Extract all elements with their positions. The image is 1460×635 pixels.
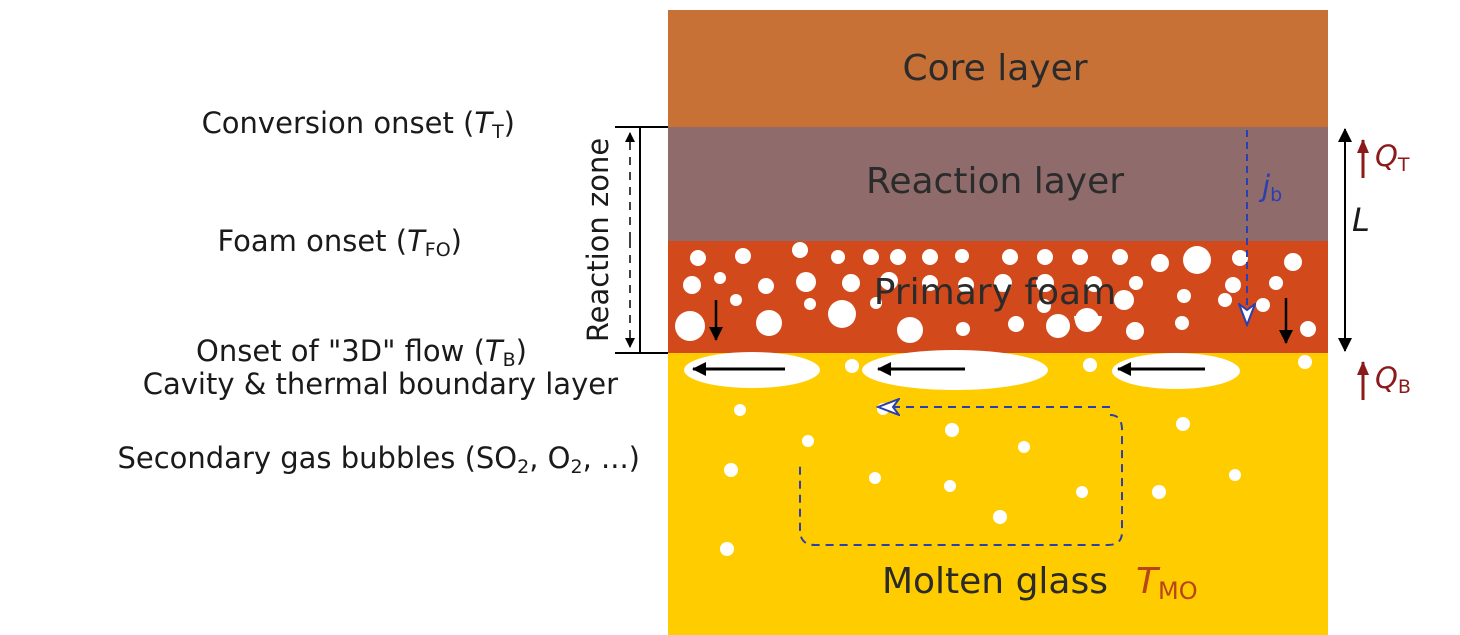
right-annotations: L QT QB [1345,129,1411,400]
bubble [842,274,860,292]
cavity [1112,353,1240,389]
bubble [828,300,856,328]
bubble [1218,293,1232,307]
bubble [734,404,746,416]
bubble [831,250,845,264]
foam-label: Primary foam [874,272,1116,313]
reaction-label: Reaction layer [866,161,1124,202]
bubble [1284,253,1302,271]
bubble [993,510,1007,524]
bubble [675,311,705,341]
reaction-zone-marker: Reaction zone [581,127,668,353]
bubble [1083,358,1097,372]
bubble [683,276,701,294]
bubble [1046,314,1070,338]
heat-top-label: QT [1375,139,1410,176]
bubble [1129,276,1143,290]
bubble [724,463,738,477]
bubble [1126,322,1144,340]
bubble [955,249,969,263]
bubble [945,423,959,437]
bubble [1151,254,1169,272]
bubble [1225,277,1241,293]
bubble [756,310,782,336]
bubble [1114,290,1134,310]
reaction-zone-label: Reaction zone [581,138,615,342]
bubble [730,294,742,306]
bubble [1037,249,1053,265]
left-label: Foam onset (TFO) [217,224,462,261]
bubble [1229,469,1241,481]
bubble [1298,355,1312,369]
bubble [1076,486,1088,498]
bubble [804,298,816,310]
bubble [1232,250,1248,266]
bubble [792,242,808,258]
bubble [735,248,751,264]
bubble [1177,289,1191,303]
bubble [1002,249,1018,265]
bubble [1300,321,1316,337]
bubble [802,435,814,447]
bubble [1183,246,1211,274]
left-label: Conversion onset (TT) [202,106,515,143]
diagram: jb Core layer Reaction layer Primary foa… [0,0,1460,635]
bubble [1269,276,1283,290]
bubble [1008,316,1024,332]
bubble [1112,249,1128,265]
bubble [714,272,726,284]
bubble [897,317,923,343]
heat-bottom-label: QB [1375,361,1411,398]
bubble [922,249,938,265]
thickness-label: L [1352,201,1370,239]
bubble [796,272,816,292]
bubble [845,359,859,373]
bubble [869,472,881,484]
bubble [758,278,774,294]
bubble [863,249,879,265]
left-label: Onset of "3D" flow (TB) [196,334,527,371]
bubble [1175,316,1189,330]
bubble [1256,298,1270,312]
bubble [956,322,970,336]
bubble [877,403,889,415]
bubble [1018,441,1030,453]
bubble [890,249,906,265]
cavity-label: Cavity & thermal boundary layer [143,367,618,401]
bubble [720,542,734,556]
glass-label: Molten glass [882,561,1108,602]
bubbles-label: Secondary gas bubbles (SO2, O2, ...) [117,441,640,478]
bubble [1176,417,1190,431]
bubble [690,250,706,266]
bubble [1152,485,1166,499]
bubble [944,480,956,492]
bubble [1072,249,1088,265]
core-label: Core layer [902,48,1087,89]
